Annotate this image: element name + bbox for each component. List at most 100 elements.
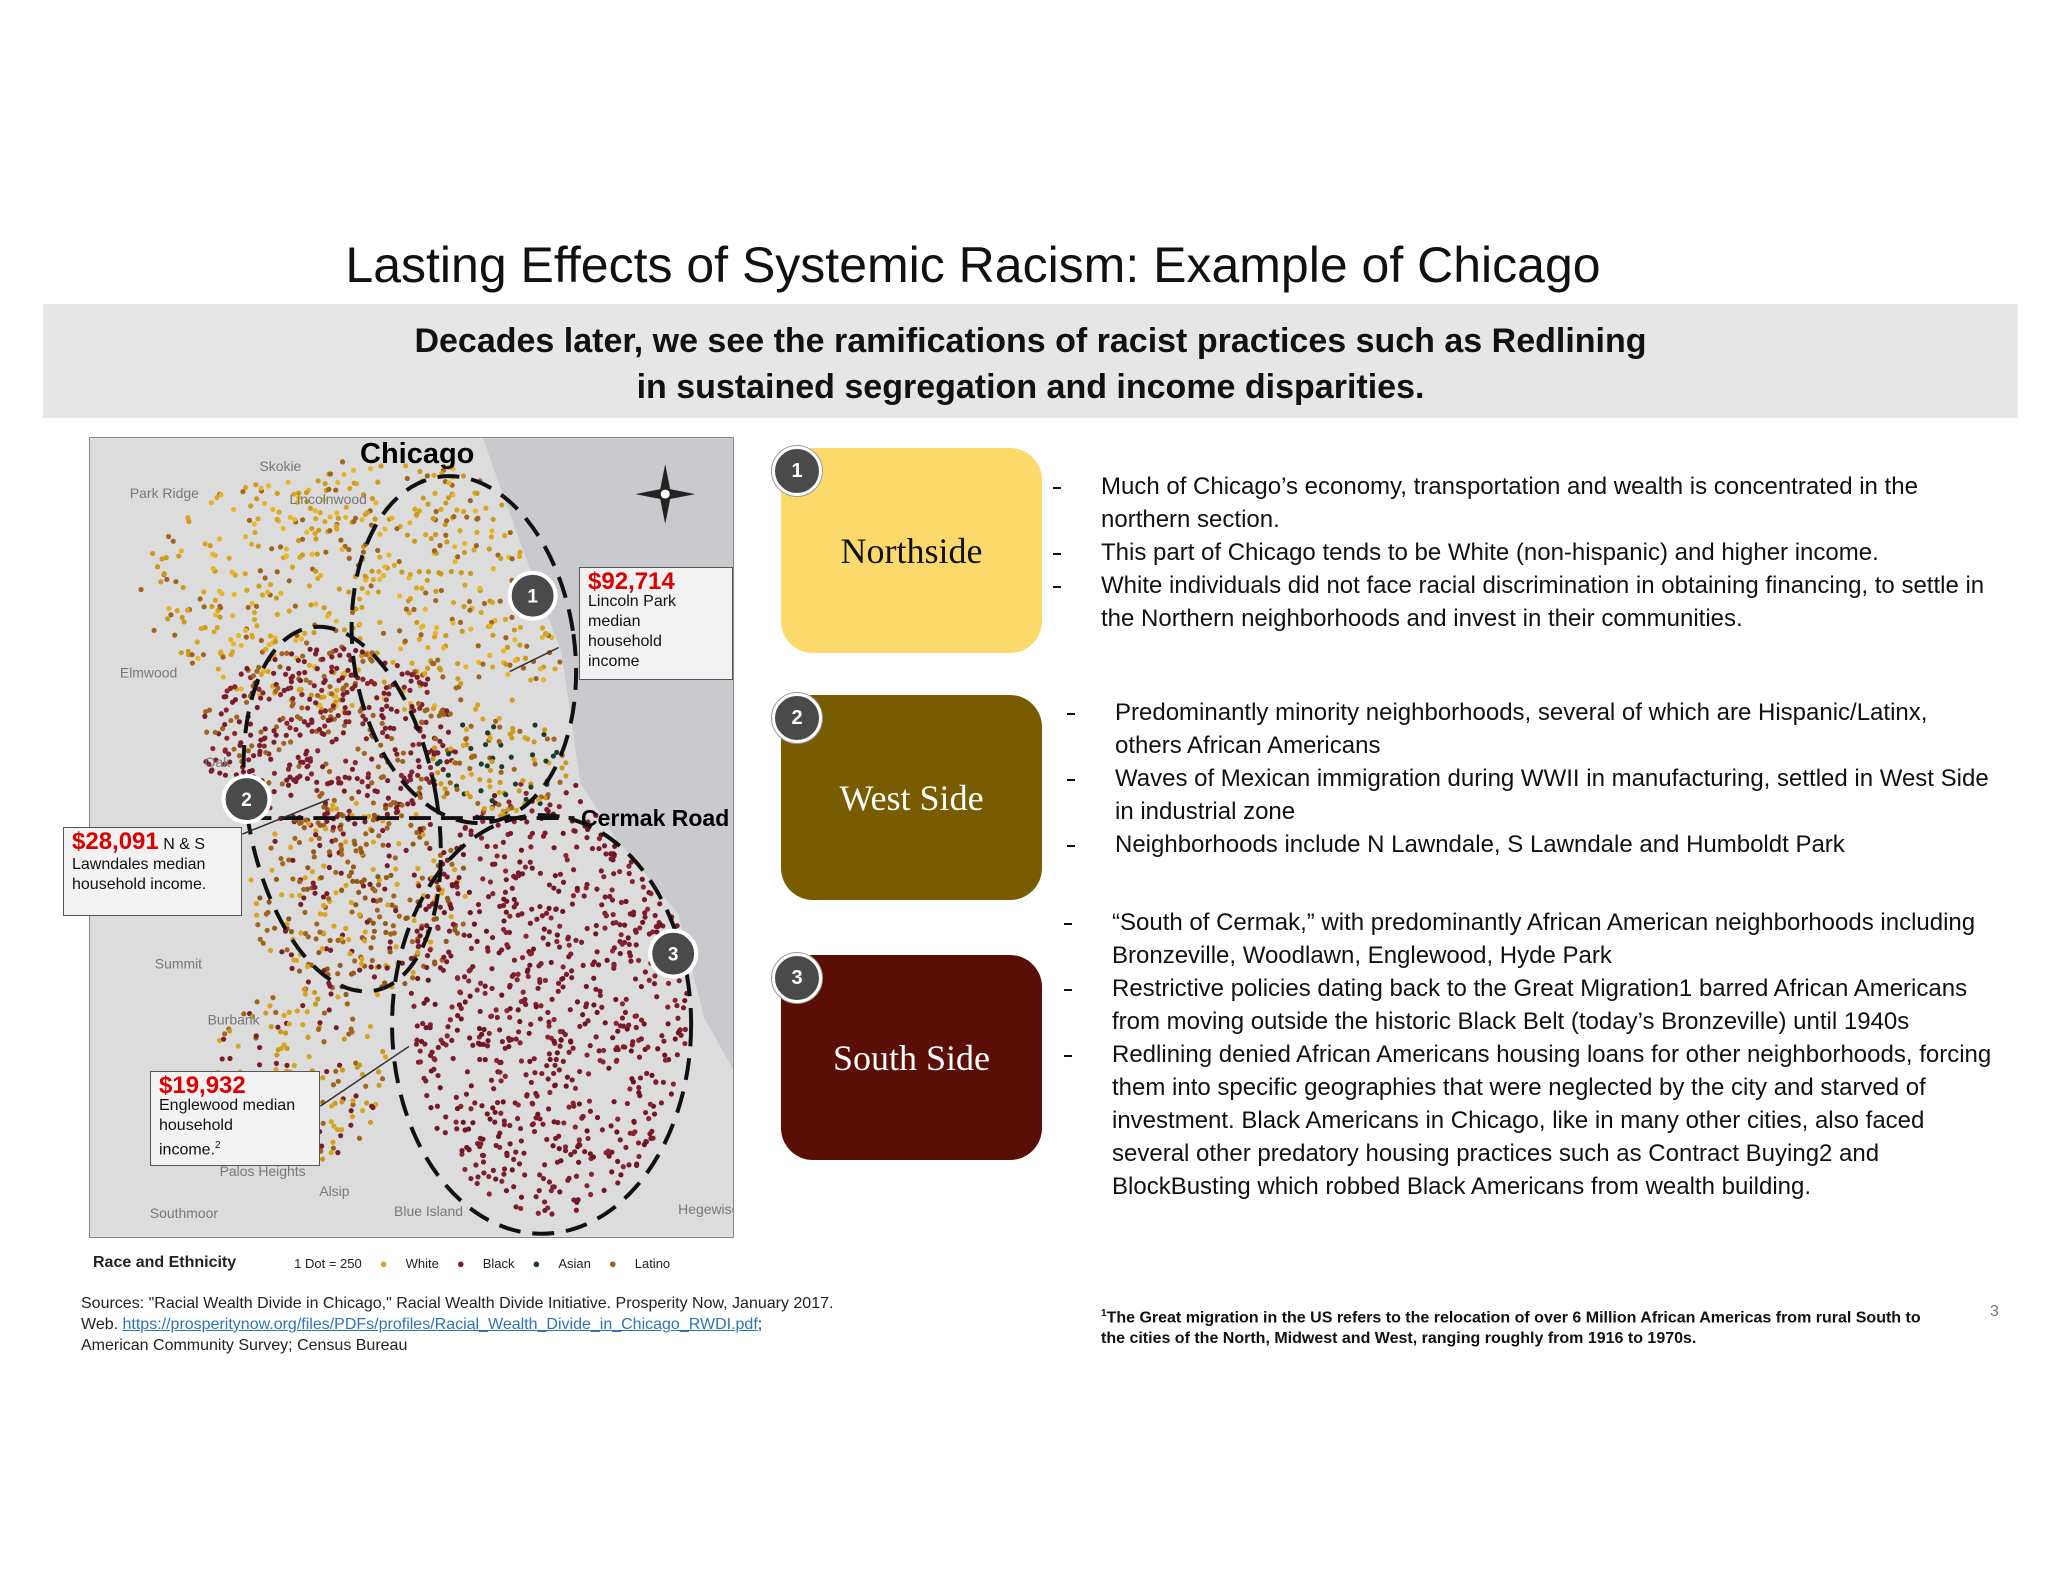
callout-line: household income. — [72, 876, 207, 893]
dot — [445, 464, 452, 470]
dot — [520, 665, 527, 671]
dot — [317, 510, 323, 516]
dot — [443, 532, 449, 538]
dot — [299, 517, 306, 523]
dot — [624, 1100, 631, 1107]
dot — [415, 938, 421, 944]
dot — [499, 764, 505, 770]
dot — [290, 876, 296, 882]
marker-label: 2 — [241, 790, 252, 811]
dot — [368, 678, 374, 685]
dot — [387, 725, 393, 731]
dot — [471, 921, 477, 927]
section-name: West Side — [839, 777, 984, 818]
dot — [653, 923, 659, 930]
dot — [658, 1100, 665, 1106]
dot — [491, 1086, 497, 1092]
dot — [438, 890, 445, 896]
dot — [297, 759, 304, 765]
dot — [343, 839, 349, 845]
source-link[interactable]: https://prosperitynow.org/files/PDFs/pro… — [122, 1316, 758, 1333]
dot — [528, 784, 534, 790]
dot — [161, 571, 167, 577]
dot — [563, 790, 569, 796]
dot — [317, 822, 323, 828]
dot — [388, 931, 394, 937]
dot — [369, 957, 375, 964]
dot — [255, 922, 261, 928]
dot — [346, 719, 352, 725]
dot — [333, 693, 339, 699]
dot — [468, 723, 474, 729]
dot — [375, 547, 381, 553]
dot — [508, 754, 514, 760]
dot — [348, 869, 355, 875]
dot — [414, 619, 420, 626]
dot — [462, 541, 468, 547]
dot — [474, 1180, 480, 1187]
dot — [274, 490, 280, 497]
dot — [357, 596, 363, 602]
dot — [371, 974, 378, 980]
dot — [276, 509, 282, 515]
dot — [682, 998, 688, 1004]
dot — [230, 613, 236, 619]
dot — [438, 571, 444, 577]
dot — [361, 750, 367, 757]
dot — [652, 912, 658, 919]
dot — [369, 495, 376, 502]
dot — [572, 1124, 578, 1130]
dot — [424, 964, 430, 971]
place-label: Palos Heights — [220, 1163, 306, 1179]
dot — [242, 571, 248, 577]
dot — [349, 1029, 355, 1035]
dot — [545, 1106, 552, 1112]
dot — [212, 729, 218, 735]
dot — [361, 877, 367, 883]
dot — [311, 849, 317, 855]
section-number: 1 — [772, 446, 822, 496]
dot — [362, 819, 368, 825]
dot — [430, 756, 436, 762]
dot — [321, 804, 327, 810]
dot — [220, 1036, 227, 1042]
dot — [626, 941, 632, 948]
dot — [581, 893, 587, 899]
dot — [227, 1055, 233, 1062]
dot — [198, 625, 204, 632]
dot — [286, 1009, 292, 1015]
superscript: 2 — [215, 1140, 221, 1151]
dot — [281, 1042, 287, 1048]
dot — [275, 1024, 281, 1030]
dot — [516, 1161, 523, 1167]
dot — [367, 881, 373, 887]
dot — [226, 555, 232, 561]
dot — [642, 1109, 649, 1116]
dot — [376, 1069, 382, 1075]
dot — [503, 792, 509, 798]
dot — [524, 643, 530, 649]
dot — [633, 1024, 639, 1031]
dot — [287, 725, 293, 731]
dot — [221, 694, 227, 700]
dot — [335, 479, 341, 486]
dot — [463, 726, 470, 733]
dot — [573, 782, 579, 788]
dot — [415, 865, 421, 872]
dot — [648, 1135, 654, 1141]
dot — [550, 753, 556, 759]
dot — [166, 605, 172, 612]
dot — [254, 668, 260, 674]
dot — [417, 705, 423, 711]
dot — [346, 589, 352, 595]
dot — [206, 707, 213, 713]
dot — [386, 691, 392, 697]
dot — [613, 919, 619, 926]
dot — [481, 805, 487, 811]
dot — [425, 501, 431, 507]
dot — [424, 953, 431, 959]
dot — [431, 751, 437, 758]
dot — [410, 671, 416, 677]
dot — [376, 964, 382, 970]
dot — [231, 641, 237, 647]
